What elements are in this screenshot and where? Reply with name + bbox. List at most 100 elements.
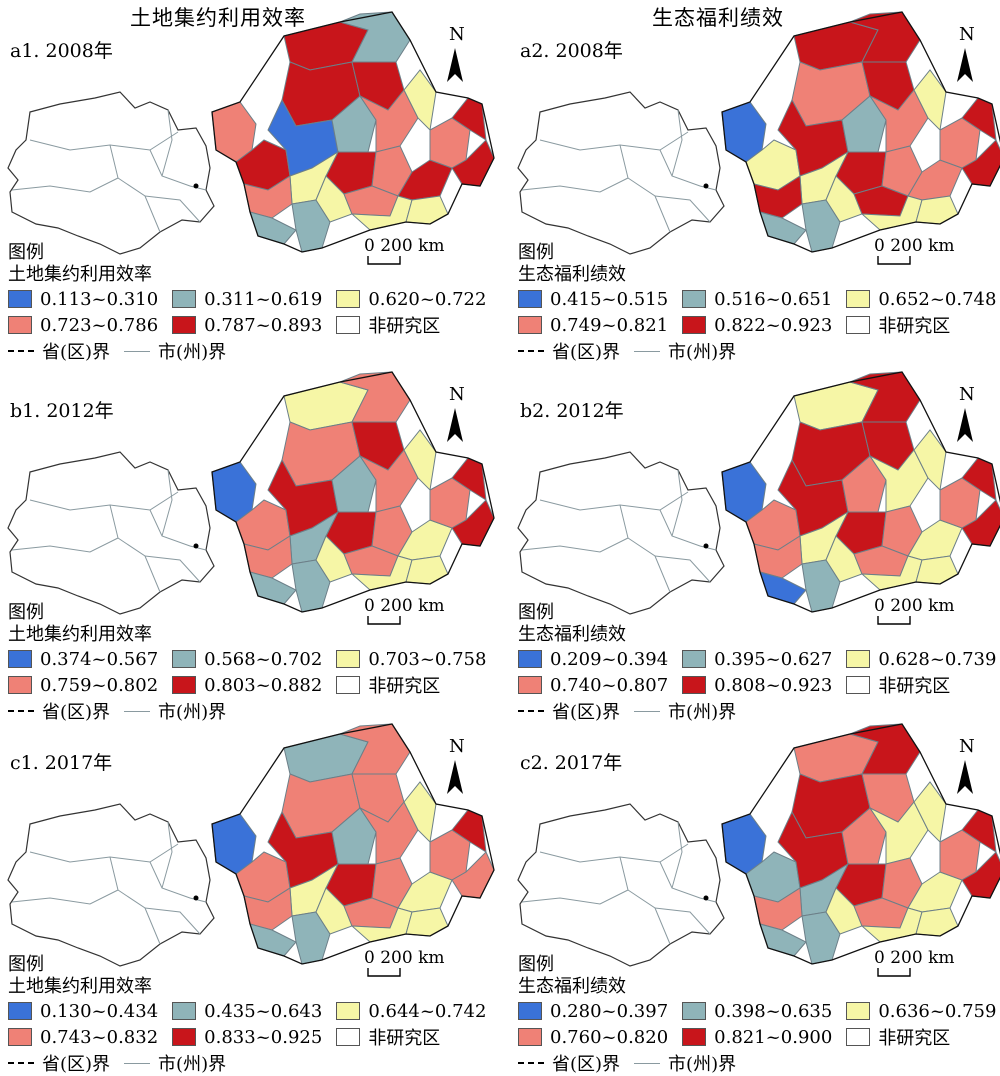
legend-item: 0.652~0.748 [846,289,996,310]
legend-swatch [336,676,361,694]
capital-marker [193,543,199,549]
legend-city-border: 市(州)界 [634,338,736,364]
north-label: N [959,24,975,45]
legend-province-border-symbol [518,350,544,352]
choropleth-map [517,371,1000,625]
legend-city-border: 市(州)界 [124,338,226,364]
legend-city-border-label: 市(州)界 [668,342,737,363]
legend-row: 0.374~0.567 0.568~0.702 0.703~0.758 [8,646,500,672]
legend-label: 0.209~0.394 [550,648,669,670]
legend-row: 0.749~0.821 0.822~0.923 非研究区 [518,312,1000,338]
legend-label: 0.760~0.820 [550,1026,669,1048]
scale-bar [877,616,911,625]
map-panel-3: b1. 2012年 N 0 200 km 图例 土地集约利用效率 0.374~0.567 0… [0,360,500,723]
legend-swatch [8,316,32,334]
legend-city-border: 市(州)界 [634,698,736,724]
region [405,907,449,937]
legend-item: 0.760~0.820 [518,1027,668,1048]
scale-label: 0 200 km [874,236,955,256]
map-panel-5: c1. 2017年 N 0 200 km 图例 土地集约利用效率 0.130~0.434 0… [0,712,500,1075]
panel-title: a1. 2008年 [10,40,113,62]
legend-label: 非研究区 [368,1028,441,1049]
legend-province-border: 省(区)界 [8,338,110,364]
legend-swatch [846,676,871,694]
legend-row: 0.113~0.310 0.311~0.619 0.620~0.722 [8,286,500,312]
legend-label: 0.652~0.748 [878,288,997,310]
legend-item: 0.435~0.643 [172,1001,322,1022]
legend-item: 0.740~0.807 [518,675,668,696]
legend-province-border: 省(区)界 [8,1050,110,1076]
city-border-line [671,821,683,889]
legend-label: 0.803~0.882 [204,674,323,696]
scale-label: 0 200 km [874,948,955,968]
region [405,555,449,585]
legend-swatch [172,290,197,308]
legend-swatch [172,316,197,334]
legend-swatch [172,1002,197,1020]
legend-label: 0.822~0.923 [714,314,833,336]
region [915,907,959,937]
legend-item: 0.516~0.651 [682,289,832,310]
legend-item: 0.644~0.742 [336,1001,486,1022]
region [913,429,947,492]
scale-label: 0 200 km [364,596,445,616]
legend-city-border-label: 市(州)界 [668,702,737,723]
map-panel-2: a2. 2008年 N 0 200 km 图例 生态福利绩效 0.415~0.515 0.5… [510,0,1000,363]
legend-item: 0.803~0.882 [172,675,322,696]
legend-label: 0.130~0.434 [40,1000,159,1022]
legend-row: 0.760~0.820 0.821~0.900 非研究区 [518,1024,1000,1050]
non-study-area [517,803,725,967]
legend-label: 非研究区 [368,676,441,697]
column-title-left: 土地集约利用效率 [130,6,306,30]
legend-item: 0.311~0.619 [172,289,322,310]
legend-label: 0.113~0.310 [40,288,159,310]
capital-marker [193,183,199,189]
north-arrow-icon [447,408,463,442]
legend-row: 0.415~0.515 0.516~0.651 0.652~0.748 [518,286,1000,312]
non-study-area [517,451,725,615]
legend-label: 非研究区 [878,1028,951,1049]
legend-city-border-symbol [124,350,151,352]
legend-item: 非研究区 [336,1024,440,1050]
legend-row: 0.759~0.802 0.803~0.882 非研究区 [8,672,500,698]
north-label: N [959,384,975,405]
legend-city-border: 市(州)界 [124,1050,226,1076]
legend-item: 0.395~0.627 [682,649,832,670]
city-border-line [161,469,173,537]
legend-label: 0.280~0.397 [550,1000,669,1022]
legend-swatch [336,1002,361,1020]
legend-item: 0.759~0.802 [8,675,158,696]
city-border-line [11,177,119,193]
legend-swatch [8,1028,32,1046]
legend-province-border: 省(区)界 [518,698,620,724]
region [913,69,947,132]
non-study-area [517,91,725,255]
legend-item: 0.620~0.722 [336,289,486,310]
region [331,455,377,513]
legend-swatch [846,1002,871,1020]
city-border-line [659,149,717,191]
legend-city-border-symbol [634,710,661,712]
region [403,429,437,492]
region [913,781,947,844]
legend-item: 0.113~0.310 [8,289,158,310]
legend-province-border-label: 省(区)界 [42,702,111,723]
legend-label: 0.703~0.758 [368,648,487,670]
legend-label: 0.516~0.651 [714,288,833,310]
legend-label: 0.644~0.742 [368,1000,487,1022]
legend-city-border-label: 市(州)界 [158,702,227,723]
column-title-right: 生态福利绩效 [652,6,784,30]
legend-item: 0.636~0.759 [846,1001,996,1022]
legend-item: 0.703~0.758 [336,649,486,670]
panel-title: c1. 2017年 [10,752,113,774]
capital-marker [703,543,709,549]
city-border-line [161,109,173,177]
north-label: N [449,384,465,405]
legend-item: 非研究区 [846,672,950,698]
legend: 图例 土地集约利用效率 0.113~0.310 0.311~0.619 0.620~0.… [8,242,500,364]
legend-city-border-symbol [124,710,151,712]
region [403,781,437,844]
region [358,449,419,513]
legend-item: 非研究区 [336,312,440,338]
legend-city-border-label: 市(州)界 [668,1054,737,1075]
